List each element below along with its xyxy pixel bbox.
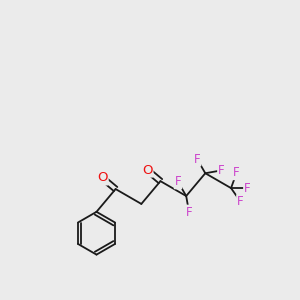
Text: O: O <box>142 164 152 177</box>
Text: F: F <box>237 195 244 208</box>
Text: O: O <box>97 172 108 184</box>
Text: F: F <box>186 206 192 219</box>
Text: F: F <box>218 164 225 177</box>
Text: F: F <box>244 182 251 195</box>
Text: F: F <box>175 176 181 188</box>
Text: F: F <box>233 166 240 179</box>
Text: F: F <box>194 153 200 166</box>
